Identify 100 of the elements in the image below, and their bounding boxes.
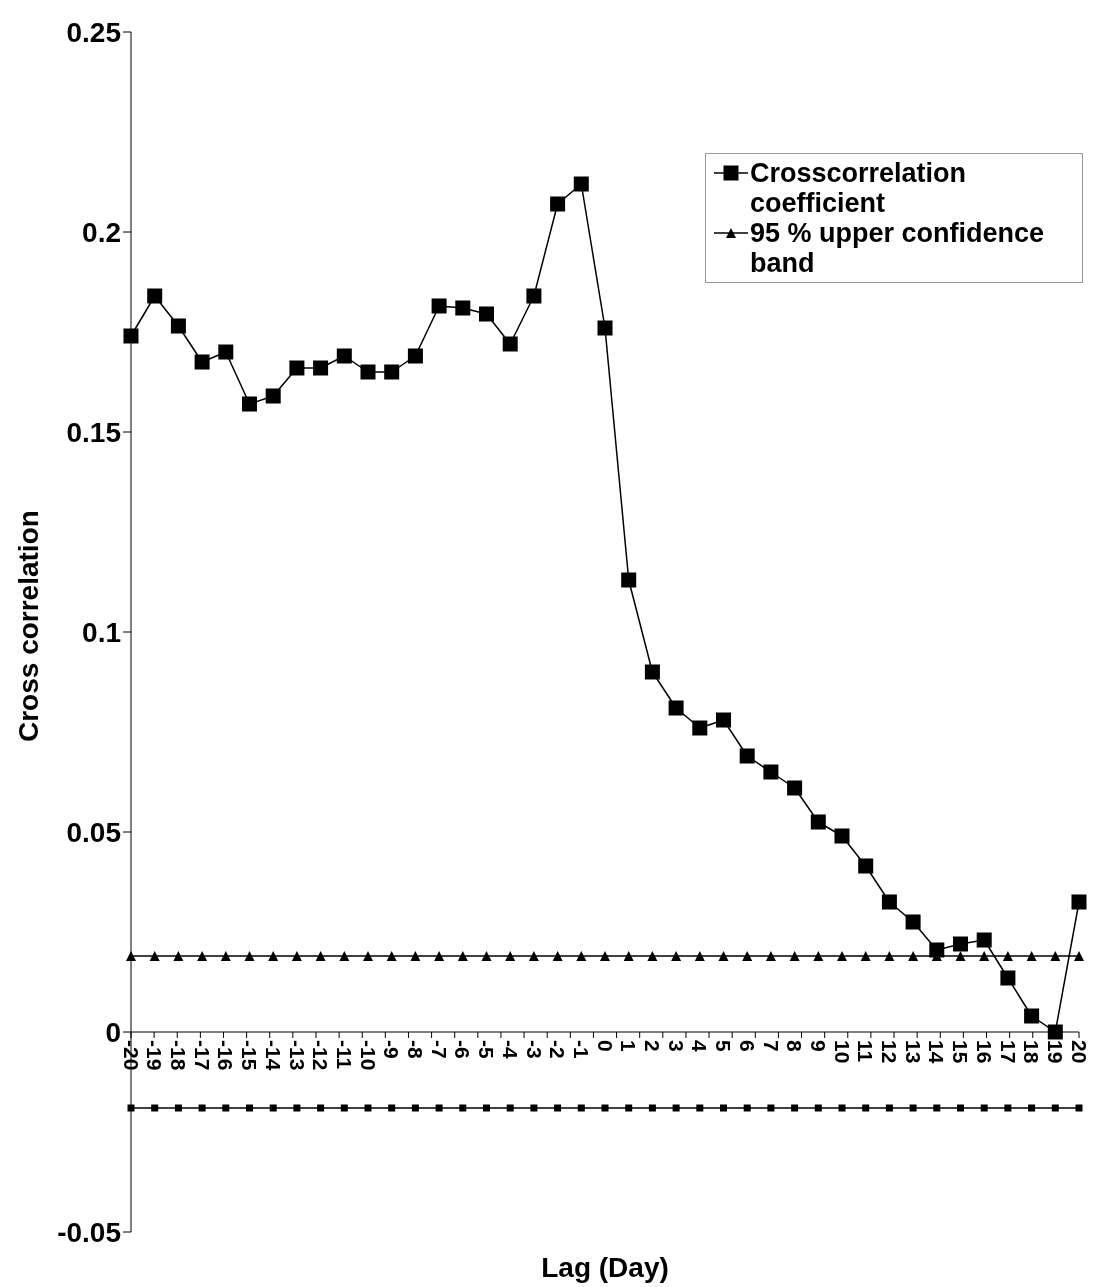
- x-tick-label: -18: [167, 1040, 191, 1071]
- point: [526, 288, 542, 304]
- y-tick-label: 0.15: [66, 416, 121, 448]
- point: [720, 1104, 727, 1112]
- x-tick-label: 12: [878, 1040, 902, 1064]
- point: [554, 1104, 562, 1112]
- point: [530, 1104, 538, 1112]
- point: [692, 720, 708, 736]
- point: [953, 936, 968, 952]
- x-tick-label: -10: [356, 1040, 380, 1071]
- x-tick-label: -15: [238, 1040, 262, 1071]
- x-tick-label: 20: [1067, 1040, 1091, 1064]
- point: [222, 1104, 230, 1112]
- point: [862, 1104, 870, 1112]
- point: [149, 951, 160, 961]
- point: [502, 336, 518, 352]
- point: [576, 951, 587, 961]
- point: [242, 396, 257, 412]
- x-tick-label: -17: [190, 1040, 214, 1071]
- point: [220, 951, 231, 961]
- point: [483, 1104, 490, 1112]
- point: [457, 951, 468, 961]
- point: [884, 951, 895, 961]
- y-tick-label: 0.05: [66, 816, 121, 848]
- x-tick-label: -14: [261, 1040, 285, 1071]
- point: [151, 1104, 159, 1112]
- point: [597, 320, 613, 336]
- point: [1002, 951, 1013, 961]
- x-axis-title: Lag (Day): [541, 1252, 669, 1283]
- y-axis-title: Cross correlation: [12, 510, 44, 742]
- x-tick-label: -8: [404, 1040, 428, 1059]
- point: [127, 1104, 135, 1112]
- point: [694, 951, 705, 961]
- point: [647, 951, 658, 961]
- point: [671, 951, 682, 961]
- point: [980, 1104, 988, 1112]
- point: [384, 364, 400, 380]
- point: [742, 951, 753, 961]
- x-tick-label: 16: [972, 1040, 996, 1064]
- point: [600, 951, 610, 961]
- point: [623, 951, 634, 961]
- point: [1051, 1104, 1059, 1112]
- x-tick-label: -16: [214, 1040, 238, 1071]
- point: [716, 712, 731, 728]
- point: [976, 932, 992, 948]
- point: [435, 1104, 443, 1112]
- point: [123, 328, 139, 344]
- point: [293, 1104, 301, 1112]
- point: [246, 1104, 253, 1112]
- point: [411, 1104, 419, 1112]
- x-tick-label: -2: [546, 1040, 570, 1059]
- point: [885, 1104, 893, 1112]
- point: [289, 360, 305, 376]
- point: [340, 1104, 348, 1112]
- point: [315, 951, 326, 961]
- x-tick-label: -11: [332, 1040, 356, 1070]
- point: [198, 1104, 206, 1112]
- point: [648, 1104, 656, 1112]
- point: [459, 1104, 467, 1112]
- x-tick-label: 5: [712, 1040, 736, 1052]
- point: [431, 298, 447, 314]
- x-tick-label: 7: [759, 1040, 783, 1052]
- point: [1071, 894, 1087, 910]
- point: [1024, 1008, 1040, 1024]
- point: [834, 828, 850, 844]
- x-tick-label: 9: [806, 1040, 830, 1052]
- point: [218, 344, 234, 360]
- point: [979, 951, 990, 961]
- point: [339, 951, 350, 961]
- point: [837, 951, 847, 961]
- point: [787, 780, 803, 796]
- point: [789, 951, 800, 961]
- point: [621, 572, 637, 588]
- point: [1004, 1104, 1012, 1112]
- point: [743, 1104, 751, 1112]
- point: [573, 176, 589, 192]
- point: [197, 951, 208, 961]
- x-tick-label: -19: [143, 1040, 167, 1071]
- point: [364, 1104, 372, 1112]
- point: [810, 814, 826, 830]
- x-tick-label: 1: [617, 1040, 641, 1052]
- point: [718, 951, 729, 961]
- point: [1000, 970, 1016, 986]
- point: [386, 951, 397, 961]
- point: [601, 1104, 609, 1112]
- point: [147, 288, 163, 304]
- point: [317, 1104, 325, 1112]
- point: [814, 1104, 822, 1112]
- point: [905, 914, 921, 930]
- point: [506, 1104, 514, 1112]
- point: [908, 951, 919, 961]
- x-tick-label: -1: [569, 1040, 593, 1059]
- x-tick-label: 19: [1043, 1040, 1067, 1064]
- point: [194, 354, 210, 370]
- x-tick-label: -3: [522, 1040, 546, 1059]
- x-tick-label: 3: [664, 1040, 688, 1052]
- y-tick-label: 0.25: [66, 16, 121, 48]
- point: [813, 951, 824, 961]
- x-tick-label: 0: [593, 1040, 617, 1052]
- point: [434, 951, 445, 961]
